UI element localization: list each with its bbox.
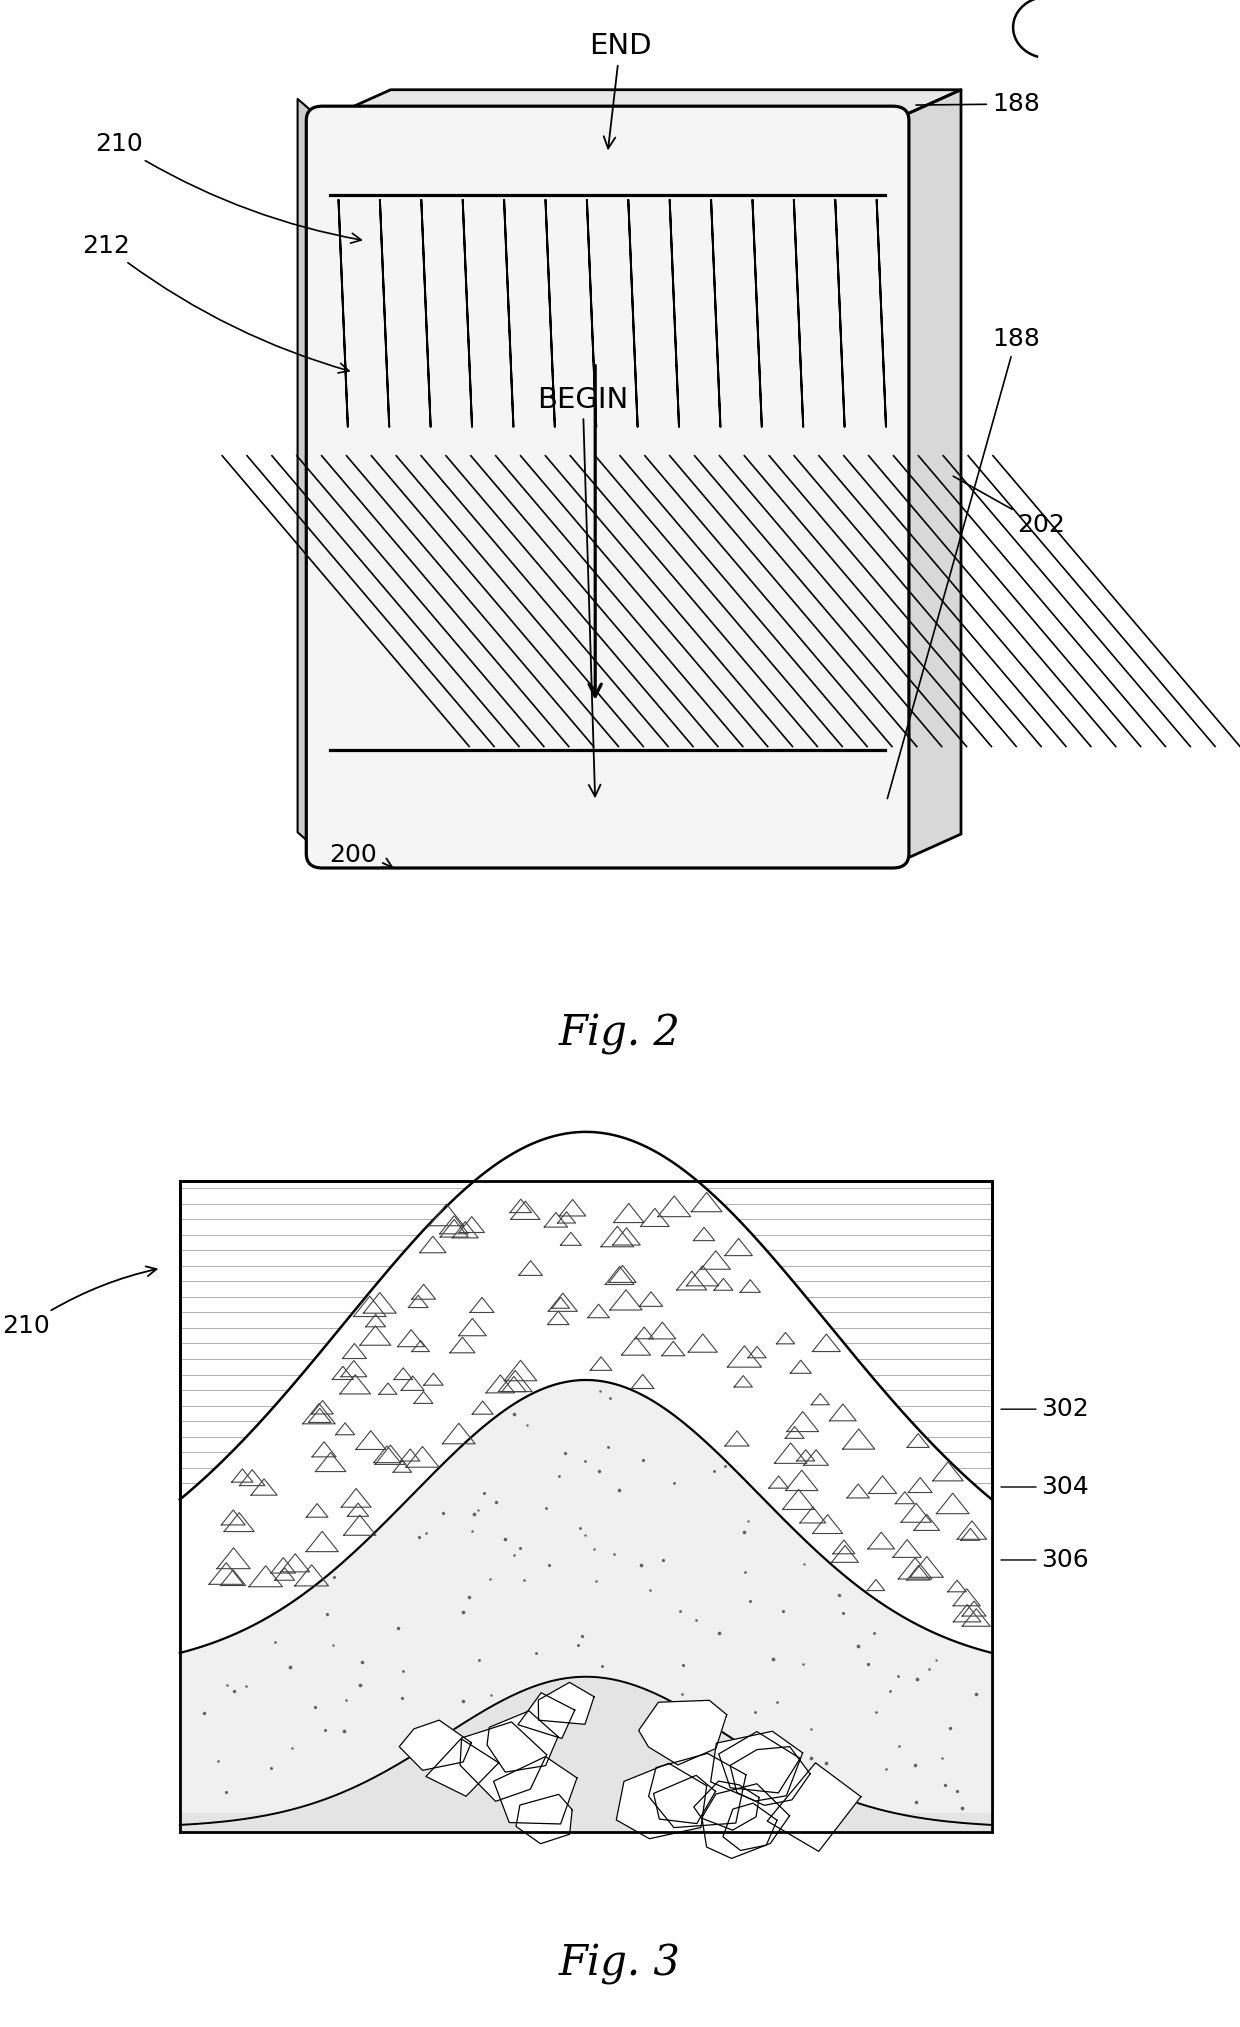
Text: 212: 212 — [82, 235, 348, 373]
Text: END: END — [589, 32, 651, 148]
Polygon shape — [518, 1693, 575, 1739]
Bar — [180, 1180, 992, 1832]
Text: Fig. 3: Fig. 3 — [559, 1942, 681, 1984]
Polygon shape — [298, 99, 322, 853]
Polygon shape — [649, 1753, 746, 1828]
Polygon shape — [487, 1711, 558, 1772]
Polygon shape — [711, 1731, 802, 1802]
Polygon shape — [538, 1682, 594, 1725]
Text: 306: 306 — [1001, 1549, 1090, 1573]
Polygon shape — [322, 89, 961, 120]
Polygon shape — [693, 1782, 759, 1830]
Text: 188: 188 — [888, 326, 1040, 799]
Text: 304: 304 — [1001, 1476, 1090, 1500]
Polygon shape — [730, 1747, 810, 1806]
Text: 210: 210 — [1, 1267, 156, 1338]
Text: BEGIN: BEGIN — [537, 385, 629, 797]
Polygon shape — [768, 1763, 861, 1851]
Text: Fig. 2: Fig. 2 — [559, 1014, 681, 1056]
Polygon shape — [494, 1757, 577, 1824]
Polygon shape — [893, 89, 961, 866]
Text: 188: 188 — [916, 91, 1040, 116]
Text: 210: 210 — [94, 132, 361, 243]
Polygon shape — [653, 1776, 715, 1824]
Polygon shape — [702, 1784, 790, 1859]
Polygon shape — [399, 1721, 471, 1770]
Polygon shape — [616, 1763, 707, 1838]
Text: 200: 200 — [330, 843, 393, 868]
Polygon shape — [460, 1721, 547, 1802]
Text: 202: 202 — [954, 476, 1065, 537]
Text: 302: 302 — [1001, 1397, 1090, 1421]
Polygon shape — [719, 1731, 800, 1794]
Polygon shape — [425, 1739, 498, 1796]
Polygon shape — [516, 1794, 572, 1845]
Polygon shape — [639, 1701, 727, 1766]
FancyBboxPatch shape — [306, 105, 909, 868]
Bar — [180, 1180, 992, 1832]
Polygon shape — [723, 1804, 777, 1851]
